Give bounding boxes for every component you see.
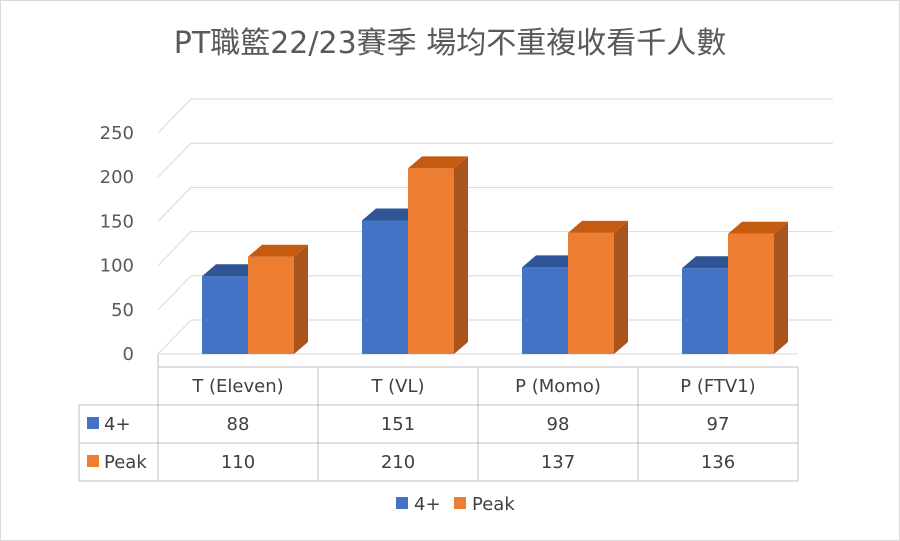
table-series-name: 4+	[104, 414, 131, 435]
bar	[408, 168, 454, 354]
data-table-cell: 151	[381, 414, 415, 435]
category-label: P (FTV1)	[680, 376, 755, 397]
bar	[728, 233, 774, 354]
y-tick-label: 250	[100, 123, 134, 144]
table-series-name: Peak	[104, 452, 147, 473]
gridline-side	[157, 231, 192, 266]
bar-top	[522, 255, 582, 268]
table-legend-key	[87, 417, 99, 429]
chart-title: PT職籃22/23賽季 場均不重複收看千人數	[174, 26, 726, 61]
gridline-side	[157, 98, 192, 134]
y-tick-label: 0	[123, 344, 134, 365]
bar-side	[454, 156, 468, 354]
category-label: T (VL)	[370, 376, 424, 397]
data-table-cell: 98	[547, 414, 570, 435]
y-tick-label: 100	[100, 256, 134, 277]
data-table-cell: 110	[221, 452, 255, 473]
bar-top	[248, 244, 308, 257]
y-tick-label: 150	[100, 211, 134, 232]
data-table-cell: 137	[541, 452, 575, 473]
data-table-cell: 136	[701, 452, 735, 473]
bar	[522, 267, 568, 354]
gridline-side	[157, 275, 192, 311]
bar-top	[682, 256, 742, 269]
data-table-cell: 210	[381, 452, 415, 473]
bar	[362, 220, 408, 354]
category-label: T (Eleven)	[191, 376, 283, 397]
data-table-cell: 97	[707, 414, 730, 435]
bar	[568, 232, 614, 354]
bar	[248, 256, 294, 354]
legend-label: 4+	[414, 494, 441, 515]
bar-side	[774, 221, 788, 354]
bar-side	[294, 244, 308, 354]
y-tick-label: 200	[100, 167, 134, 188]
bar-top	[728, 221, 788, 234]
gridline-side	[157, 142, 192, 178]
bar-top	[568, 220, 628, 233]
gridline-side	[157, 187, 192, 222]
bar-top	[362, 208, 422, 221]
bar	[682, 268, 728, 354]
chart-body: 0 50 100 150 200 250 T (Eleven) T (VL) P (Momo) P…	[78, 98, 833, 515]
table-legend-key	[87, 455, 99, 467]
legend-label: Peak	[472, 494, 515, 515]
bar-top	[202, 264, 262, 277]
bar	[202, 276, 248, 354]
gridline-side	[157, 319, 192, 355]
data-table-cell: 88	[227, 414, 250, 435]
bar-side	[614, 220, 628, 354]
y-tick-label: 50	[111, 300, 134, 321]
category-label: P (Momo)	[515, 376, 601, 397]
legend-key	[396, 497, 408, 509]
legend-key	[454, 497, 466, 509]
bar-top	[408, 156, 468, 169]
